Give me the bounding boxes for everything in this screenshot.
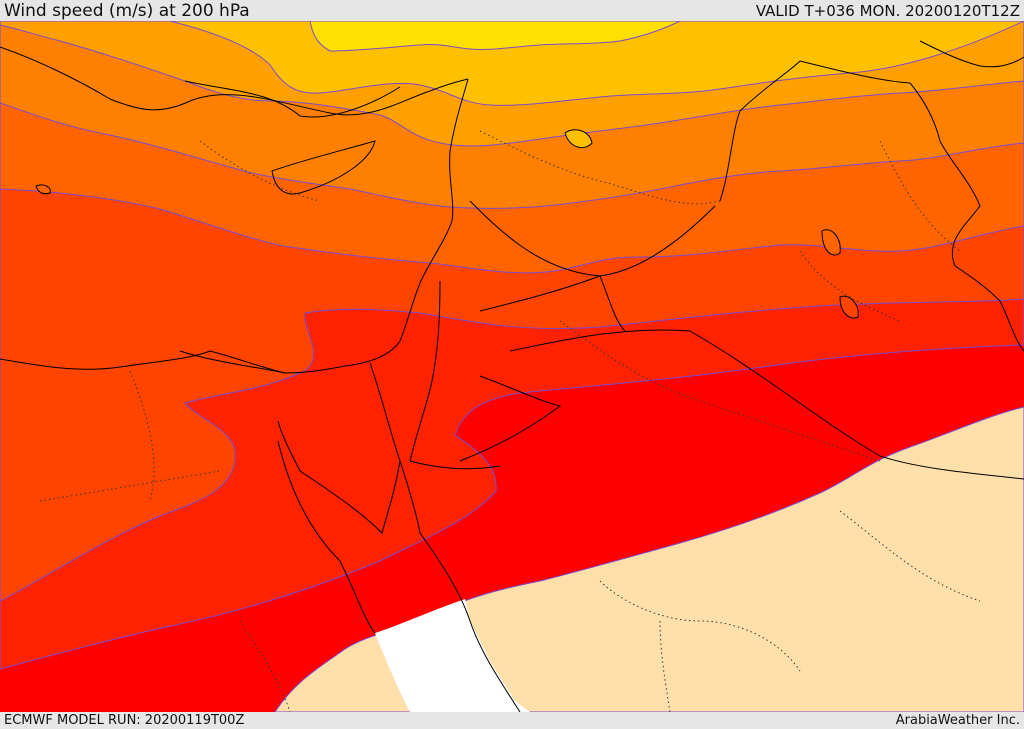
country-borders bbox=[0, 40, 1024, 712]
no-data-patch bbox=[375, 599, 530, 712]
credit-label: ArabiaWeather Inc. bbox=[895, 713, 1020, 728]
map-title: Wind speed (m/s) at 200 hPa bbox=[4, 1, 250, 21]
model-run-label: ECMWF MODEL RUN: 20200119T00Z bbox=[4, 713, 245, 728]
footer-bar: ECMWF MODEL RUN: 20200119T00Z ArabiaWeat… bbox=[0, 712, 1024, 729]
valid-time-label: VALID T+036 MON. 20200120T12Z bbox=[755, 2, 1020, 20]
wind-speed-map bbox=[0, 21, 1024, 712]
header-bar: Wind speed (m/s) at 200 hPa VALID T+036 … bbox=[0, 0, 1024, 21]
wind-band-yellow bbox=[309, 21, 681, 52]
internal-borders bbox=[39, 130, 981, 712]
lakes-islands bbox=[35, 129, 859, 319]
